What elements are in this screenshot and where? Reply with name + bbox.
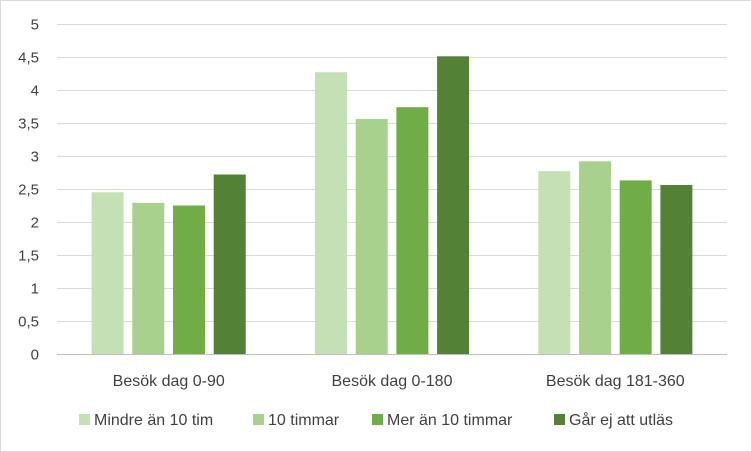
legend-swatch: [79, 414, 90, 425]
legend-item: Mer än 10 timmar: [372, 412, 513, 429]
legend-label: Mindre än 10 tim: [94, 412, 213, 429]
legend-label: Mer än 10 timmar: [387, 412, 513, 429]
legend-swatch: [554, 414, 565, 425]
bar-4-cat-3: [660, 185, 693, 354]
legend-swatch: [372, 414, 383, 425]
y-tick-label: 4: [31, 83, 39, 100]
bar-2-cat-2: [355, 119, 388, 354]
bar-2-cat-3: [579, 161, 611, 354]
y-tick-label: 0: [31, 347, 39, 364]
y-tick-label: 3,5: [18, 116, 39, 133]
bar-1-cat-2: [315, 72, 347, 354]
y-tick-label: 2: [31, 215, 39, 232]
legend: Mindre än 10 tim 10 timmar Mer än 10 timma…: [79, 411, 673, 429]
bar-3-cat-1: [173, 205, 205, 354]
x-axis-categories: Besök dag 0-90 Besök dag 0-180 Besök dag 1…: [113, 373, 685, 390]
legend-item: 10 timmar: [253, 412, 340, 429]
legend-item: Går ej att utläs: [554, 411, 673, 429]
legend-label: Går ej att utläs: [569, 411, 673, 429]
bar-1-cat-1: [91, 192, 124, 354]
bar-1-cat-3: [538, 171, 571, 354]
bar-3-cat-3: [619, 180, 652, 354]
y-tick-label: 0,5: [18, 314, 39, 331]
legend-swatch: [253, 414, 264, 425]
y-tick-label: 4,5: [18, 50, 39, 67]
bars: [91, 56, 693, 355]
bar-3-cat-2: [396, 107, 429, 354]
y-tick-label: 1: [31, 281, 39, 298]
y-tick-label: 5: [31, 17, 39, 34]
bar-4-cat-2: [437, 56, 470, 355]
bar-4-cat-1: [213, 174, 246, 354]
y-tick-label: 2,5: [18, 182, 39, 199]
y-tick-label: 1,5: [18, 248, 39, 265]
x-category-label: Besök dag 0-90: [113, 373, 225, 390]
x-category-label: Besök dag 181-360: [546, 373, 685, 390]
y-tick-label: 3: [31, 149, 39, 166]
gridlines: [57, 24, 727, 355]
y-axis-ticks: 0 0,5 1 1,5 2 2,5 3 3,5 4 4,5 5: [18, 17, 39, 364]
legend-label: 10 timmar: [268, 412, 340, 429]
bar-2-cat-1: [132, 202, 165, 354]
x-category-label: Besök dag 0-180: [332, 373, 453, 390]
legend-item: Mindre än 10 tim: [79, 412, 213, 429]
